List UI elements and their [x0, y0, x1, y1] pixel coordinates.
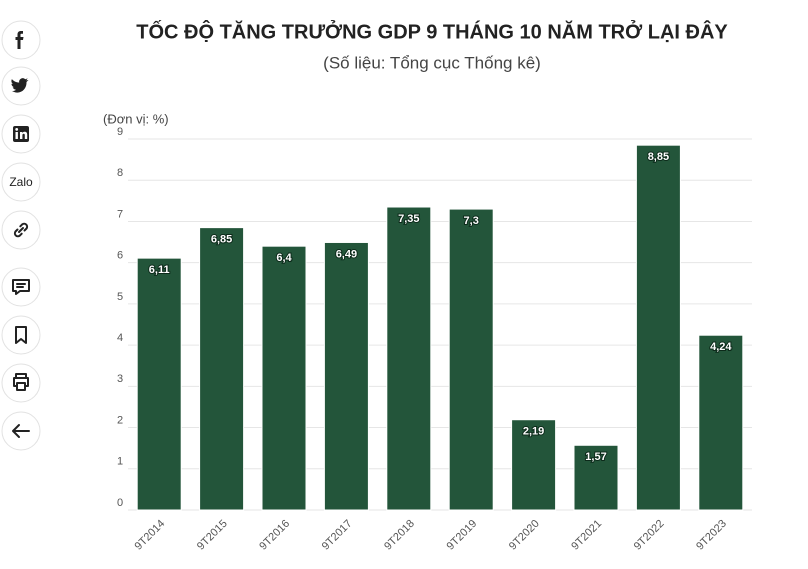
share-sidebar: Zalo — [1, 20, 41, 451]
chart-subtitle: (Số liệu: Tổng cục Thống kê) — [323, 53, 541, 72]
back-button[interactable] — [1, 411, 41, 451]
value-label: 8,85 — [648, 151, 669, 163]
y-tick-label: 0 — [117, 497, 123, 509]
zalo-button[interactable]: Zalo — [1, 162, 41, 202]
y-tick-label: 6 — [117, 250, 123, 262]
x-tick-label: 9T2023 — [694, 518, 729, 553]
bar — [448, 208, 494, 511]
x-tick-label: 9T2021 — [569, 518, 604, 553]
copy-link-button[interactable] — [1, 210, 41, 250]
bar — [261, 245, 307, 511]
x-tick-label: 9T2018 — [382, 518, 417, 553]
y-tick-label: 1 — [117, 456, 123, 468]
linkedin-button[interactable] — [1, 114, 41, 154]
x-tick-label: 9T2014 — [133, 518, 168, 553]
unit-label: (Đơn vị: %) — [103, 111, 169, 126]
value-label: 6,49 — [336, 248, 357, 260]
bar — [136, 257, 182, 511]
twitter-button[interactable] — [1, 66, 41, 106]
bar — [635, 144, 681, 511]
value-label: 4,24 — [710, 341, 732, 353]
bar — [386, 206, 432, 511]
x-tick-label: 9T2017 — [320, 518, 355, 553]
bar — [199, 227, 245, 511]
x-tick-label: 9T2019 — [445, 518, 480, 553]
value-label: 6,4 — [276, 252, 292, 264]
value-label: 7,3 — [464, 215, 479, 227]
comment-button[interactable] — [1, 267, 41, 307]
chart-title: TỐC ĐỘ TĂNG TRƯỞNG GDP 9 THÁNG 10 NĂM TR… — [136, 19, 728, 43]
x-tick-label: 9T2022 — [632, 518, 667, 553]
y-tick-label: 9 — [117, 126, 123, 138]
x-tick-label: 9T2015 — [195, 518, 230, 553]
y-tick-label: 5 — [117, 291, 123, 303]
bar — [323, 241, 369, 511]
zalo-label: Zalo — [9, 175, 33, 189]
print-button[interactable] — [1, 363, 41, 403]
x-tick-label: 9T2016 — [257, 518, 292, 553]
bookmark-button[interactable] — [1, 315, 41, 355]
y-tick-label: 3 — [117, 373, 123, 385]
y-tick-label: 2 — [117, 414, 123, 426]
value-label: 1,57 — [585, 451, 606, 463]
bar — [698, 334, 744, 511]
bar — [511, 419, 557, 511]
bar — [573, 444, 619, 511]
facebook-button[interactable] — [1, 20, 41, 60]
y-tick-label: 8 — [117, 167, 123, 179]
value-label: 6,11 — [149, 264, 170, 276]
y-tick-label: 4 — [117, 332, 123, 344]
y-tick-label: 7 — [117, 208, 123, 220]
x-tick-label: 9T2020 — [507, 518, 542, 553]
value-label: 2,19 — [523, 426, 544, 438]
value-label: 6,85 — [211, 234, 232, 246]
value-label: 7,35 — [398, 213, 419, 225]
